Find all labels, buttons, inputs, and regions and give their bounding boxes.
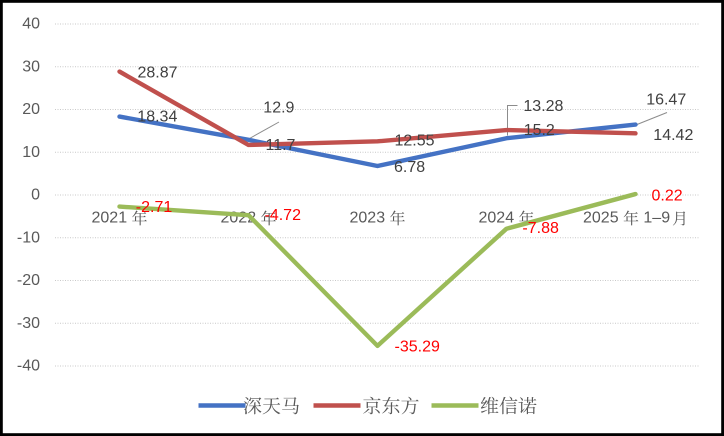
svg-text:15.2: 15.2 xyxy=(524,122,555,139)
svg-text:2023: 2023 xyxy=(350,210,386,227)
svg-text:6.78: 6.78 xyxy=(394,159,425,176)
svg-text:-4.72: -4.72 xyxy=(265,207,302,224)
svg-text:-7.88: -7.88 xyxy=(522,220,559,237)
svg-text:28.87: 28.87 xyxy=(138,65,178,82)
svg-text:0: 0 xyxy=(31,187,40,204)
svg-text:-2.71: -2.71 xyxy=(136,199,173,216)
svg-text:12.9: 12.9 xyxy=(263,100,294,117)
svg-text:30: 30 xyxy=(22,58,40,75)
svg-text:-35.29: -35.29 xyxy=(395,339,440,356)
svg-text:18.34: 18.34 xyxy=(137,109,177,126)
svg-text:40: 40 xyxy=(22,16,40,33)
svg-text:2021: 2021 xyxy=(92,210,128,227)
svg-text:0.22: 0.22 xyxy=(652,188,683,205)
svg-text:-20: -20 xyxy=(17,272,40,289)
svg-text:20: 20 xyxy=(22,101,40,118)
svg-text:10: 10 xyxy=(22,144,40,161)
svg-text:-30: -30 xyxy=(17,315,40,332)
svg-text:13.28: 13.28 xyxy=(523,98,563,115)
svg-text:2025: 2025 xyxy=(583,210,619,227)
svg-text:2024: 2024 xyxy=(479,210,515,227)
svg-text:1–9: 1–9 xyxy=(643,210,670,227)
svg-text:14.42: 14.42 xyxy=(653,127,693,144)
svg-text:12.55: 12.55 xyxy=(395,133,435,150)
svg-text:16.47: 16.47 xyxy=(646,92,686,109)
svg-text:-10: -10 xyxy=(17,229,40,246)
svg-text:-40: -40 xyxy=(17,358,40,375)
svg-text:11.7: 11.7 xyxy=(266,137,296,154)
